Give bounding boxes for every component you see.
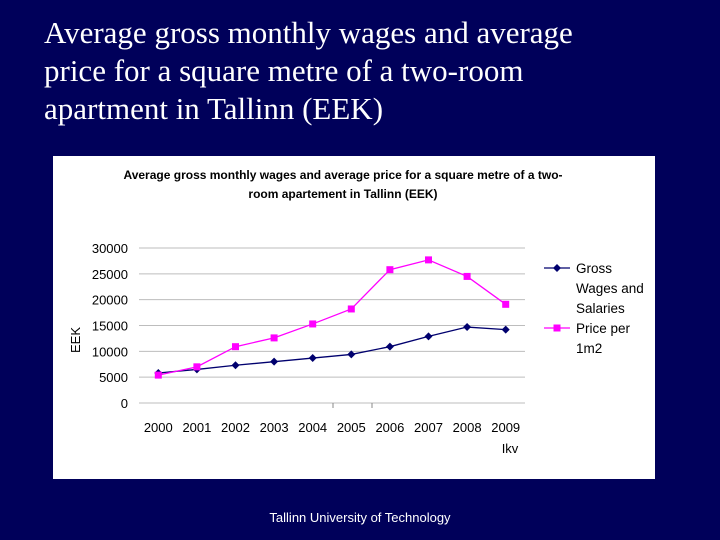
y-axis-label: EEK	[68, 327, 83, 353]
data-point-series-2	[463, 272, 471, 280]
y-tick-label: 15000	[92, 319, 128, 334]
y-tick-label: 5000	[99, 370, 128, 385]
x-tick-label: 2009	[491, 420, 520, 435]
footer-text: Tallinn University of Technology	[269, 510, 451, 525]
legend-label-1: Salaries	[576, 301, 625, 316]
legend-label-2: Price per	[576, 321, 631, 336]
chart-panel: Average gross monthly wages and average …	[53, 156, 655, 479]
x-tick-label: 2004	[298, 420, 327, 435]
x-axis-sublabel: Ikv	[502, 441, 519, 456]
y-tick-label: 0	[121, 396, 128, 411]
series-line-1	[158, 326, 506, 374]
series-layer	[154, 256, 510, 379]
data-point-series-1	[463, 323, 472, 332]
slide-title-line-1: Average gross monthly wages and average	[44, 15, 573, 50]
slide-title-line-3: apartment in Tallinn (EEK)	[44, 91, 384, 126]
x-tick-label: 2006	[375, 420, 404, 435]
data-point-series-2	[270, 334, 278, 342]
x-axis: 2000 2001 2002 2003 2004 2005 2006 2007 2008 2009	[144, 420, 520, 435]
chart-title-line-2: room apartement in Tallinn (EEK)	[248, 187, 437, 201]
x-tick-label: 2008	[453, 420, 482, 435]
legend-label-1: Wages and	[576, 281, 644, 296]
data-point-series-1	[270, 357, 279, 366]
slide-title: Average gross monthly wages and average …	[44, 14, 694, 128]
y-tick-label: 25000	[92, 267, 128, 282]
y-tick-label: 10000	[92, 344, 128, 359]
data-point-series-2	[386, 266, 394, 274]
legend-label-1: Gross	[576, 261, 612, 276]
legend-marker-2	[553, 324, 561, 332]
data-point-series-1	[347, 350, 356, 359]
legend-label-2: 1m2	[576, 341, 602, 356]
data-point-series-2	[425, 256, 432, 264]
x-tick-label: 2005	[337, 420, 366, 435]
data-point-series-1	[308, 354, 317, 363]
y-tick-label: 20000	[92, 293, 128, 308]
data-point-series-2	[193, 363, 201, 371]
data-point-series-2	[502, 300, 510, 308]
x-tick-label: 2003	[260, 420, 289, 435]
gridlines	[139, 247, 525, 408]
data-point-series-2	[154, 371, 162, 379]
y-tick-label: 30000	[92, 241, 128, 256]
line-chart: Average gross monthly wages and average …	[68, 168, 644, 456]
slide-title-line-2: price for a square metre of a two-room	[44, 53, 524, 88]
legend-marker-1	[553, 264, 561, 272]
legend: Gross Wages and Salaries Price per 1m2	[544, 261, 644, 356]
x-tick-label: 2000	[144, 420, 173, 435]
data-point-series-1	[424, 332, 433, 341]
x-tick-label: 2002	[221, 420, 250, 435]
data-point-series-1	[231, 361, 240, 370]
data-point-series-2	[232, 343, 239, 351]
data-point-series-1	[385, 342, 394, 351]
chart-title-line-1: Average gross monthly wages and average …	[123, 168, 562, 182]
x-tick-label: 2007	[414, 420, 443, 435]
y-axis: 0 5000 10000 15000 20000 25000 30000	[92, 241, 128, 411]
data-point-series-2	[347, 305, 355, 313]
data-point-series-1	[501, 325, 510, 334]
series-line-2	[158, 259, 507, 376]
x-tick-label: 2001	[182, 420, 211, 435]
data-point-series-2	[309, 320, 317, 328]
